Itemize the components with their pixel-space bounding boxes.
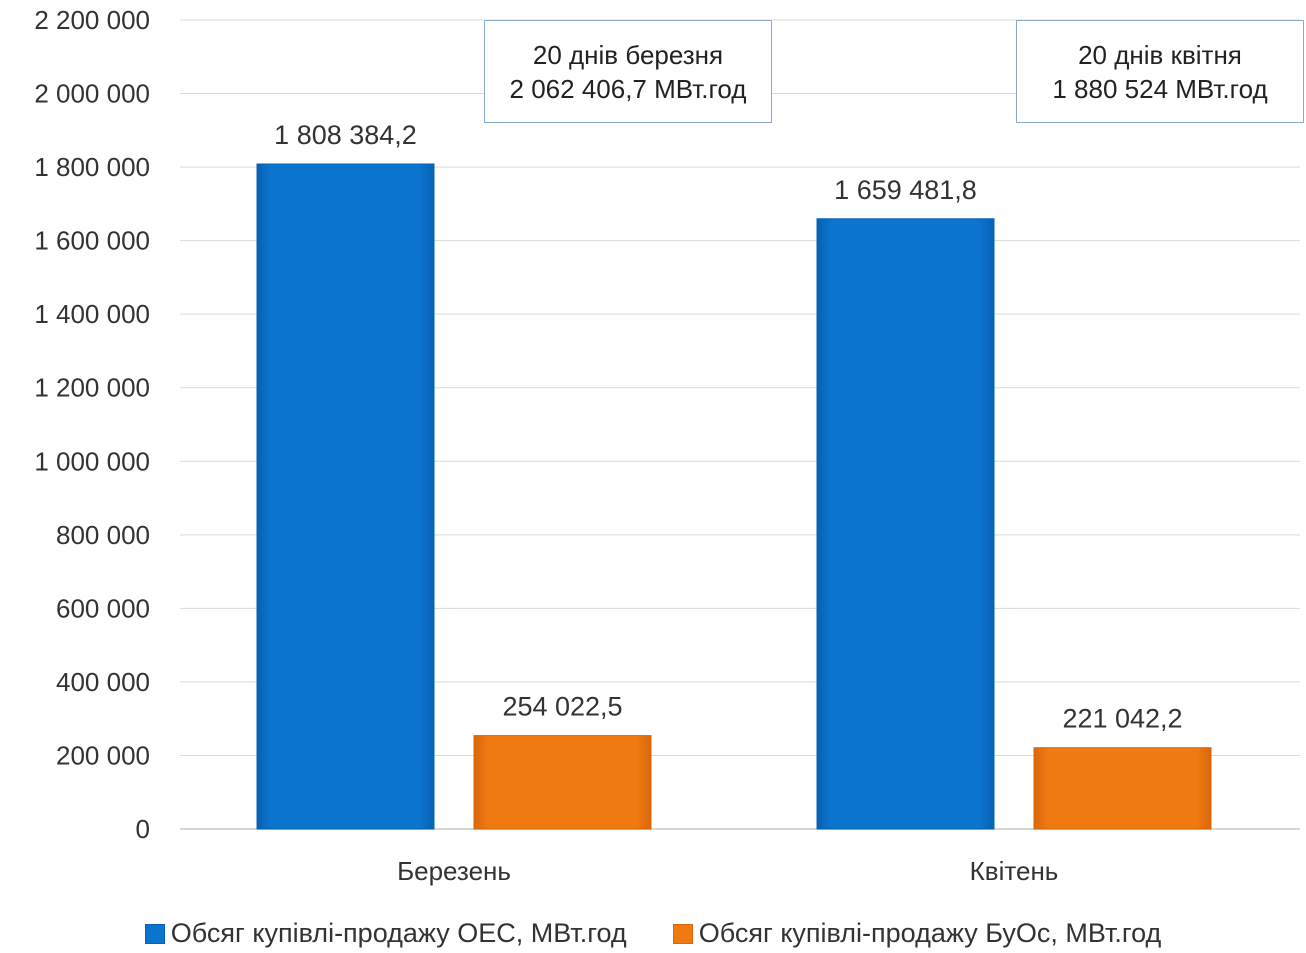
legend-swatch-oes bbox=[144, 923, 165, 944]
data-label: 1 659 481,8 bbox=[834, 175, 977, 205]
annotation-april-line1: 20 днів квітня bbox=[1078, 39, 1242, 70]
y-tick-label: 200 000 bbox=[56, 740, 150, 770]
legend-swatch-buos bbox=[672, 923, 693, 944]
y-tick-label: 1 400 000 bbox=[34, 299, 150, 329]
bars bbox=[256, 163, 1212, 830]
data-label: 254 022,5 bbox=[502, 692, 622, 722]
y-tick-label: 400 000 bbox=[56, 667, 150, 697]
y-tick-label: 1 200 000 bbox=[34, 373, 150, 403]
data-label: 221 042,2 bbox=[1062, 704, 1182, 734]
bar bbox=[256, 163, 435, 830]
y-tick-label: 1 600 000 bbox=[34, 226, 150, 256]
legend-item-buos: Обсяг купівлі-продажу БуОс, МВт.год bbox=[672, 918, 1162, 949]
y-tick-label: 2 200 000 bbox=[34, 5, 150, 35]
y-tick-label: 800 000 bbox=[56, 520, 150, 550]
legend: Обсяг купівлі-продажу ОЕС, МВт.год Обсяг… bbox=[0, 918, 1306, 949]
x-tick-label: Квітень bbox=[970, 856, 1059, 886]
x-tick-label: Березень bbox=[397, 856, 511, 886]
y-tick-label: 1 000 000 bbox=[34, 446, 150, 476]
bar bbox=[816, 218, 995, 830]
bar bbox=[473, 735, 652, 830]
y-tick-label: 2 000 000 bbox=[34, 79, 150, 109]
annotation-march-line1: 20 днів березня bbox=[532, 39, 724, 70]
x-axis-tick-labels: Березень Квітень bbox=[397, 856, 1058, 886]
y-tick-label: 600 000 bbox=[56, 593, 150, 623]
annotation-march-line2: 2 062 406,7 МВт.год bbox=[509, 73, 747, 104]
y-tick-label: 1 800 000 bbox=[34, 152, 150, 182]
legend-item-oes: Обсяг купівлі-продажу ОЕС, МВт.год bbox=[144, 918, 627, 949]
y-axis-tick-labels: 0 200 000 400 000 600 000 800 000 1 000 000 1 … bbox=[34, 5, 150, 844]
annotation-april: 20 днів квітня 1 880 524 МВт.год bbox=[1016, 20, 1304, 123]
legend-label-buos: Обсяг купівлі-продажу БуОс, МВт.год bbox=[698, 918, 1162, 948]
data-label: 1 808 384,2 bbox=[274, 120, 417, 150]
bar bbox=[1033, 747, 1212, 830]
legend-label-oes: Обсяг купівлі-продажу ОЕС, МВт.год bbox=[170, 918, 627, 948]
annotation-march: 20 днів березня 2 062 406,7 МВт.год bbox=[484, 20, 772, 123]
data-labels: 1 808 384,2 254 022,5 1 659 481,8 221 042,2 bbox=[274, 120, 1182, 734]
annotation-april-line2: 1 880 524 МВт.год bbox=[1052, 73, 1268, 104]
y-tick-label: 0 bbox=[136, 814, 150, 844]
